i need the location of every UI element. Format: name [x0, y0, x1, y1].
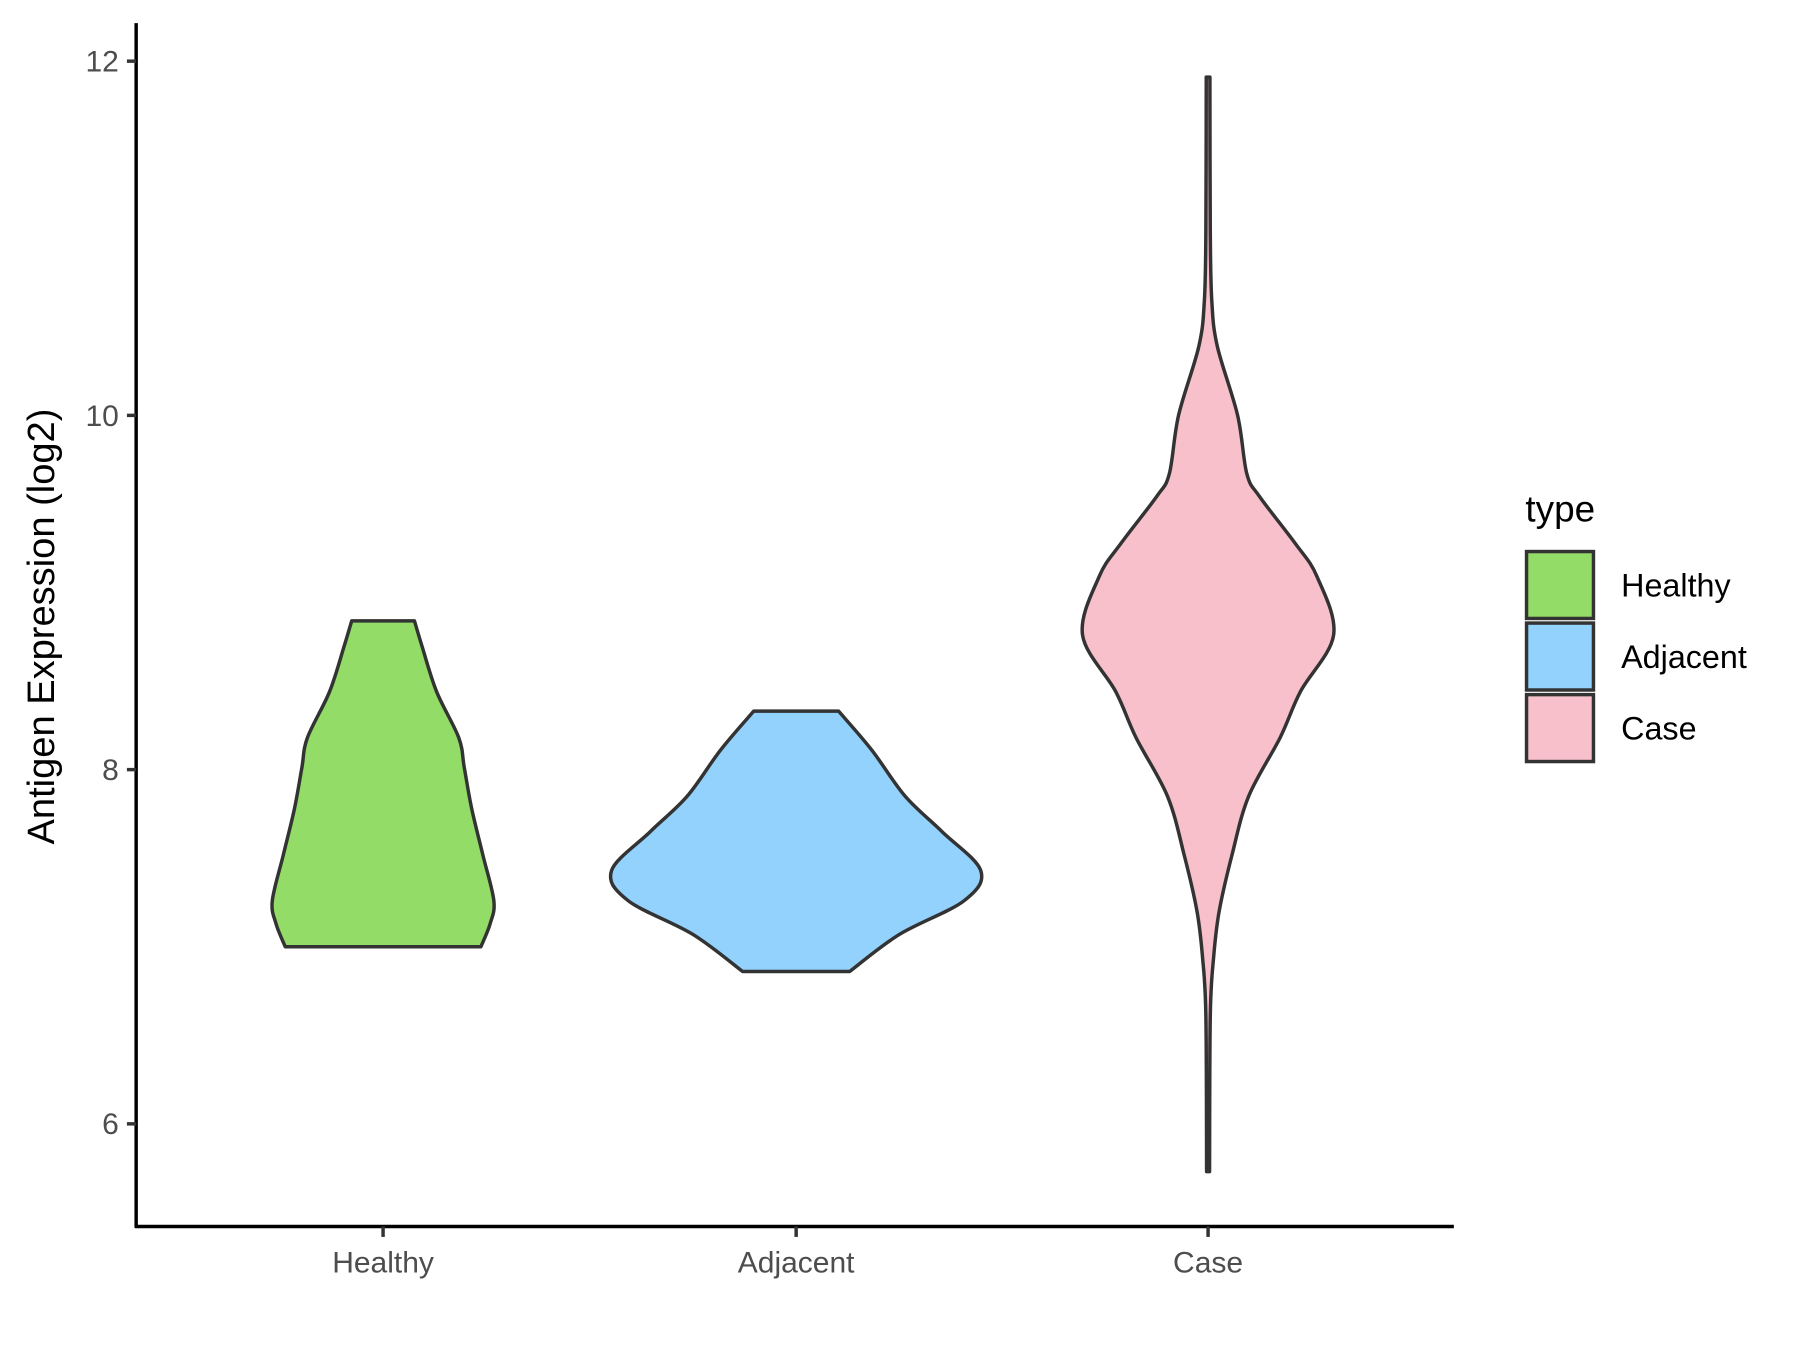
x-tick-label: Case: [1173, 1247, 1243, 1280]
legend-key-adjacent: [1524, 621, 1596, 692]
y-tick-label: 10: [85, 400, 118, 433]
legend-title: type: [1525, 489, 1595, 530]
x-tick-label: Adjacent: [738, 1247, 855, 1280]
legend: Healthy Adjacent Case: [1524, 549, 1747, 764]
legend-label: Healthy: [1621, 568, 1731, 604]
legend-label: Case: [1621, 711, 1696, 747]
y-tick-label: 6: [102, 1108, 119, 1141]
violin-adjacent: [608, 709, 984, 974]
x-tick-label: Healthy: [332, 1247, 434, 1280]
violin-healthy: [270, 619, 496, 949]
violins: [270, 75, 1336, 1174]
y-axis-label: Antigen Expression (log2): [21, 409, 63, 845]
y-tick-label: 8: [102, 754, 119, 787]
legend-label: Adjacent: [1621, 639, 1747, 675]
legend-key-healthy: [1524, 549, 1596, 621]
x-ticks: Healthy Adjacent Case: [332, 1226, 1243, 1280]
y-tick-label: 12: [85, 46, 118, 79]
legend-key-case: [1524, 692, 1596, 764]
violin-case: [1080, 75, 1336, 1174]
y-ticks: 6 8 10 12: [85, 46, 137, 1141]
